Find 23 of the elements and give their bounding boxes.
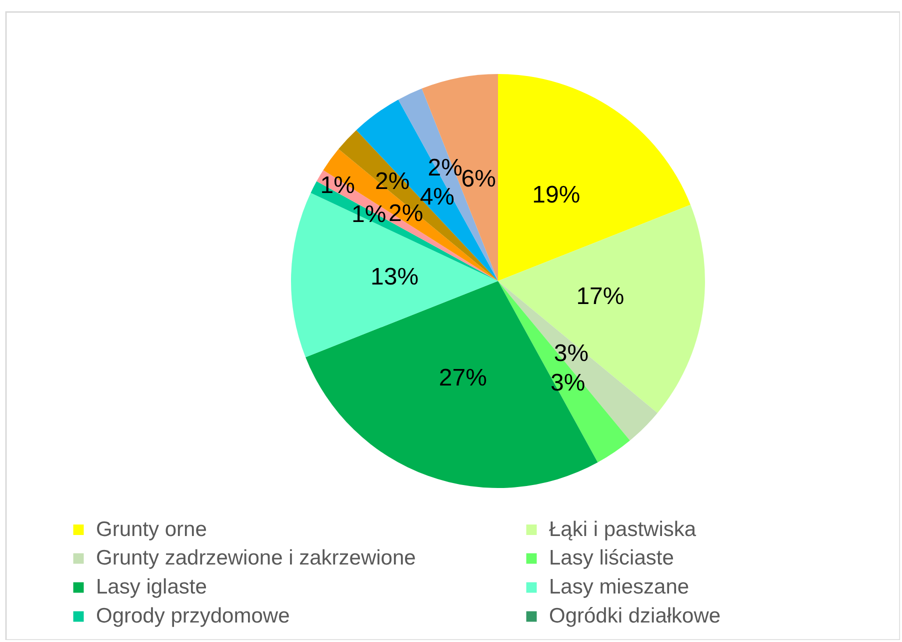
legend-label: Lasy iglaste — [96, 576, 207, 598]
data-label: 6% — [461, 165, 496, 192]
pie-slice — [498, 281, 630, 462]
legend-label: Łąki i pastwiska — [549, 518, 696, 541]
data-label: 13% — [370, 264, 419, 291]
data-label: 27% — [438, 364, 487, 392]
pie-slice — [498, 281, 658, 440]
legend-label: Lasy liściaste — [549, 546, 674, 570]
pie-slice — [498, 74, 690, 281]
data-label: 2% — [375, 168, 410, 195]
data-label: 19% — [532, 181, 580, 208]
legend-label: Ogrody przydomowe — [96, 604, 290, 628]
legend-label: Lasy mieszane — [549, 576, 690, 598]
legend-label: Grunty zadrzewione i zakrzewione — [96, 546, 416, 570]
data-label: 3% — [554, 340, 589, 368]
data-label: 2% — [388, 200, 424, 228]
data-label: 17% — [576, 283, 624, 310]
pie-slice — [498, 204, 705, 413]
pie-slice — [422, 74, 498, 281]
data-label: 1% — [352, 201, 386, 228]
data-label: 3% — [550, 370, 586, 397]
legend-label: Ogródki działkowe — [549, 604, 721, 628]
legend-label: Grunty orne — [96, 518, 207, 541]
